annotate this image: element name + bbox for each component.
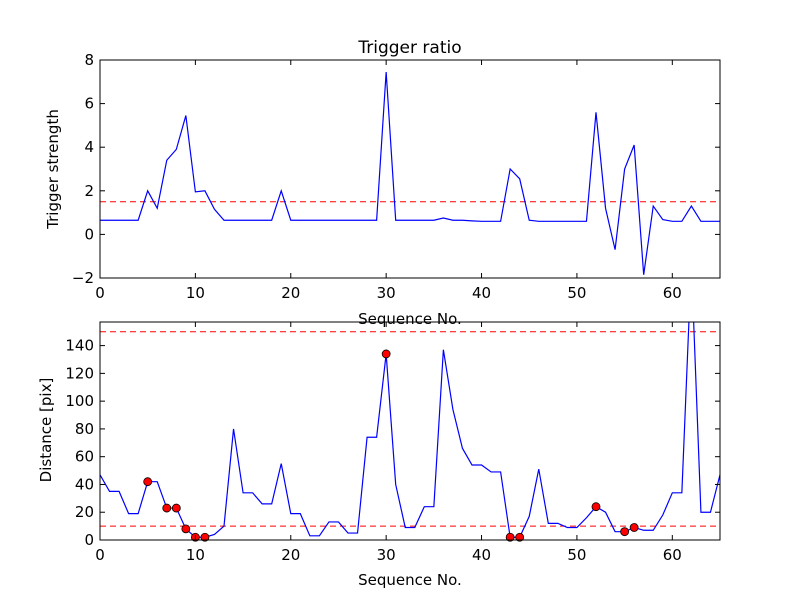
data-point-marker (200, 532, 210, 542)
x-tick-label: 50 (567, 546, 586, 564)
data-point-marker (591, 502, 601, 512)
y-tick-label: 100 (65, 392, 94, 410)
y-tick-label: 40 (75, 475, 94, 493)
data-series-line (100, 71, 720, 275)
y-tick-label: 4 (84, 138, 94, 156)
y-tick-label: 2 (84, 182, 94, 200)
x-tick-label: 60 (663, 546, 682, 564)
x-tick-label: 20 (281, 546, 300, 564)
y-tick-label: 0 (84, 531, 94, 549)
y-tick-label: 60 (75, 448, 94, 466)
data-point-marker (171, 503, 181, 513)
x-tick-label: 30 (377, 284, 396, 302)
x-tick-label: 30 (377, 546, 396, 564)
y-axis-label: Trigger strength (44, 109, 62, 230)
y-axis-label: Distance [pix] (37, 378, 55, 483)
x-axis-label: Sequence No. (358, 571, 462, 589)
trigger-ratio-chart: Trigger ratio Sequence No. Trigger stren… (44, 38, 721, 328)
y-tick-label: 0 (84, 225, 94, 243)
x-tick-label: 60 (663, 284, 682, 302)
data-point-marker (505, 532, 515, 542)
data-point-marker (620, 527, 630, 537)
x-tick-label: 20 (281, 284, 300, 302)
data-point-marker (629, 523, 639, 532)
x-tick-label: 10 (186, 284, 205, 302)
y-tick-label: 80 (75, 420, 94, 438)
data-point-marker (181, 524, 191, 534)
data-point-marker (515, 532, 525, 542)
x-tick-label: 40 (472, 546, 491, 564)
y-tick-label: 20 (75, 503, 94, 521)
data-point-marker (162, 503, 172, 513)
plot-frame (99, 59, 721, 279)
x-tick-label: 10 (186, 546, 205, 564)
y-tick-label: −2 (72, 269, 94, 287)
y-tick-label: 8 (84, 51, 94, 69)
x-tick-label: 50 (567, 284, 586, 302)
data-point-marker (381, 349, 391, 359)
x-tick-label: 0 (95, 284, 105, 302)
x-tick-label: 0 (95, 546, 105, 564)
y-tick-label: 120 (65, 364, 94, 382)
data-series-line (100, 322, 720, 538)
data-point-marker (143, 477, 153, 487)
plot-frame (99, 321, 721, 541)
chart-title: Trigger ratio (357, 38, 461, 58)
y-tick-label: 6 (84, 95, 94, 113)
y-tick-label: 140 (65, 337, 94, 355)
x-axis-label: Sequence No. (358, 310, 462, 328)
x-tick-label: 40 (472, 284, 491, 302)
distance-chart: Sequence No. Distance [pix] 0 10 20 30 40 50 6… (37, 321, 721, 589)
